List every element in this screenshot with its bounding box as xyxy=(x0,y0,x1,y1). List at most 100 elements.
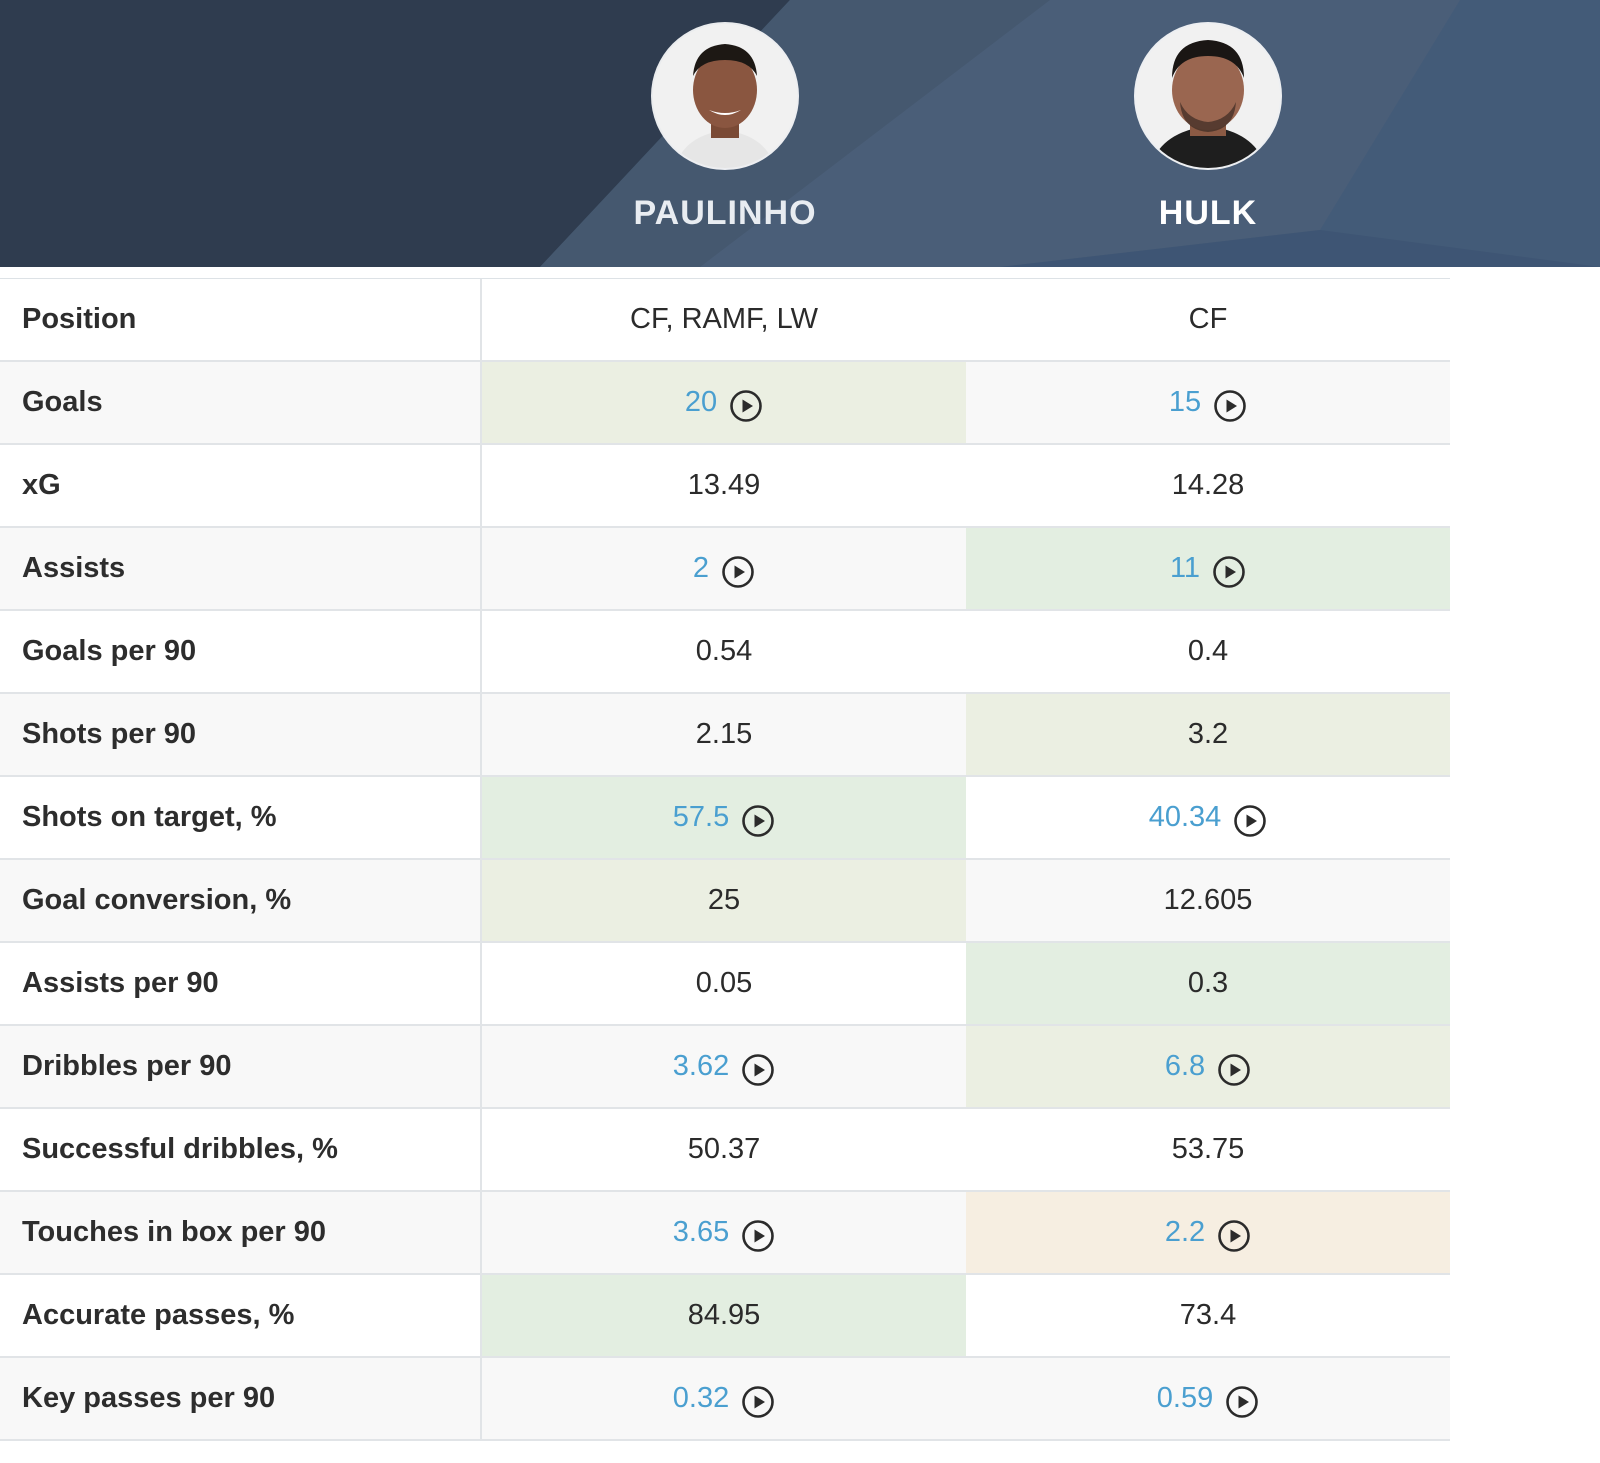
stat-label: Shots on target, % xyxy=(0,777,482,858)
play-video-icon[interactable] xyxy=(741,1219,775,1253)
play-video-icon[interactable] xyxy=(741,1053,775,1087)
hulk-stat-value: 73.4 xyxy=(966,1275,1450,1356)
stat-label: Dribbles per 90 xyxy=(0,1026,482,1107)
stat-value-text[interactable]: 2 xyxy=(692,552,710,584)
hulk-stat-value[interactable]: 0.59 xyxy=(966,1358,1450,1439)
table-row: xG 13.49 14.28 xyxy=(0,445,1450,528)
table-row: Position CF, RAMF, LW CF xyxy=(0,279,1450,362)
paulinho-stat-value[interactable]: 3.65 xyxy=(482,1192,966,1273)
play-video-icon[interactable] xyxy=(729,389,763,423)
paulinho-stat-value[interactable]: 2 xyxy=(482,528,966,609)
player-card-hulk[interactable]: HULK xyxy=(1058,24,1358,233)
play-video-icon[interactable] xyxy=(1233,804,1267,838)
stat-value-text: CF, RAMF, LW xyxy=(630,303,818,335)
stat-value-text: 0.54 xyxy=(695,635,753,667)
table-row: Dribbles per 90 3.62 6.8 xyxy=(0,1026,1450,1109)
table-row: Assists per 90 0.05 0.3 xyxy=(0,943,1450,1026)
player-name[interactable]: HULK xyxy=(1158,194,1258,232)
stat-label: Assists xyxy=(0,528,482,609)
table-row: Goals per 90 0.54 0.4 xyxy=(0,611,1450,694)
table-row: Goals 20 15 xyxy=(0,362,1450,445)
stat-value-text[interactable]: 15 xyxy=(1168,386,1202,418)
stat-label: Touches in box per 90 xyxy=(0,1192,482,1273)
stat-label: Key passes per 90 xyxy=(0,1358,482,1439)
paulinho-stat-value: 13.49 xyxy=(482,445,966,526)
stat-value-text: 2.15 xyxy=(695,718,753,750)
table-row: Touches in box per 90 3.65 2.2 xyxy=(0,1192,1450,1275)
stat-label: Accurate passes, % xyxy=(0,1275,482,1356)
play-video-icon[interactable] xyxy=(1212,555,1246,589)
stat-label: Goals per 90 xyxy=(0,611,482,692)
stat-value-text: CF xyxy=(1188,303,1228,335)
play-video-icon[interactable] xyxy=(1225,1385,1259,1419)
stat-value-text: 84.95 xyxy=(687,1299,761,1331)
paulinho-stat-value: CF, RAMF, LW xyxy=(482,279,966,360)
hulk-stat-value: 0.3 xyxy=(966,943,1450,1024)
avatar[interactable] xyxy=(653,24,797,168)
stat-value-text: 73.4 xyxy=(1179,1299,1237,1331)
play-video-icon[interactable] xyxy=(741,1385,775,1419)
play-video-icon[interactable] xyxy=(1217,1053,1251,1087)
hulk-stat-value: 12.605 xyxy=(966,860,1450,941)
hulk-stat-value: 3.2 xyxy=(966,694,1450,775)
hulk-stat-value[interactable]: 40.34 xyxy=(966,777,1450,858)
stat-value-text: 12.605 xyxy=(1163,884,1253,916)
hulk-stat-value: 53.75 xyxy=(966,1109,1450,1190)
stat-value-text[interactable]: 2.2 xyxy=(1164,1216,1206,1248)
player-photo xyxy=(1136,24,1280,168)
play-video-icon[interactable] xyxy=(721,555,755,589)
play-video-icon[interactable] xyxy=(1213,389,1247,423)
stat-value-text: 14.28 xyxy=(1171,469,1245,501)
player-photo xyxy=(653,24,797,168)
stat-value-text: 3.2 xyxy=(1187,718,1229,750)
stat-label: xG xyxy=(0,445,482,526)
stat-value-text[interactable]: 20 xyxy=(684,386,718,418)
stat-value-text[interactable]: 11 xyxy=(1169,552,1201,584)
table-row: Key passes per 90 0.32 0.59 xyxy=(0,1358,1450,1441)
stat-value-text: 13.49 xyxy=(687,469,761,501)
table-row: Shots on target, % 57.5 40.34 xyxy=(0,777,1450,860)
paulinho-stat-value[interactable]: 3.62 xyxy=(482,1026,966,1107)
stat-value-text[interactable]: 57.5 xyxy=(672,801,730,833)
stat-value-text[interactable]: 3.62 xyxy=(672,1050,730,1082)
comparison-header: PAULINHO HULK xyxy=(0,0,1600,267)
player-card-paulinho[interactable]: PAULINHO xyxy=(575,24,875,233)
stat-label: Position xyxy=(0,279,482,360)
stat-value-text[interactable]: 3.65 xyxy=(672,1216,730,1248)
hulk-stat-value[interactable]: 11 xyxy=(966,528,1450,609)
hulk-stat-value[interactable]: 6.8 xyxy=(966,1026,1450,1107)
paulinho-stat-value: 0.05 xyxy=(482,943,966,1024)
table-row: Successful dribbles, % 50.37 53.75 xyxy=(0,1109,1450,1192)
stat-label: Assists per 90 xyxy=(0,943,482,1024)
stat-value-text[interactable]: 0.59 xyxy=(1156,1382,1214,1414)
stat-value-text: 50.37 xyxy=(687,1133,761,1165)
stat-value-text[interactable]: 40.34 xyxy=(1148,801,1222,833)
stat-label: Shots per 90 xyxy=(0,694,482,775)
player-name[interactable]: PAULINHO xyxy=(633,194,817,232)
stat-value-text: 25 xyxy=(707,884,741,916)
hulk-stat-value[interactable]: 2.2 xyxy=(966,1192,1450,1273)
table-row: Assists 2 11 xyxy=(0,528,1450,611)
stat-value-text[interactable]: 0.32 xyxy=(672,1382,730,1414)
paulinho-stat-value: 84.95 xyxy=(482,1275,966,1356)
hulk-stat-value[interactable]: 15 xyxy=(966,362,1450,443)
stat-value-text[interactable]: 6.8 xyxy=(1164,1050,1206,1082)
paulinho-stat-value[interactable]: 0.32 xyxy=(482,1358,966,1439)
avatar[interactable] xyxy=(1136,24,1280,168)
paulinho-stat-value: 0.54 xyxy=(482,611,966,692)
hulk-stat-value: CF xyxy=(966,279,1450,360)
play-video-icon[interactable] xyxy=(1217,1219,1251,1253)
table-row: Goal conversion, % 25 12.605 xyxy=(0,860,1450,943)
stat-value-text: 0.05 xyxy=(695,967,753,999)
hulk-stat-value: 14.28 xyxy=(966,445,1450,526)
table-row: Shots per 90 2.15 3.2 xyxy=(0,694,1450,777)
play-video-icon[interactable] xyxy=(741,804,775,838)
stat-label: Goal conversion, % xyxy=(0,860,482,941)
stats-comparison-table: Position CF, RAMF, LW CF Goals 20 15 xG 13.49 14… xyxy=(0,278,1450,1441)
stat-value-text: 0.3 xyxy=(1187,967,1229,999)
stat-value-text: 0.4 xyxy=(1187,635,1229,667)
paulinho-stat-value[interactable]: 20 xyxy=(482,362,966,443)
paulinho-stat-value: 2.15 xyxy=(482,694,966,775)
paulinho-stat-value[interactable]: 57.5 xyxy=(482,777,966,858)
table-row: Accurate passes, % 84.95 73.4 xyxy=(0,1275,1450,1358)
